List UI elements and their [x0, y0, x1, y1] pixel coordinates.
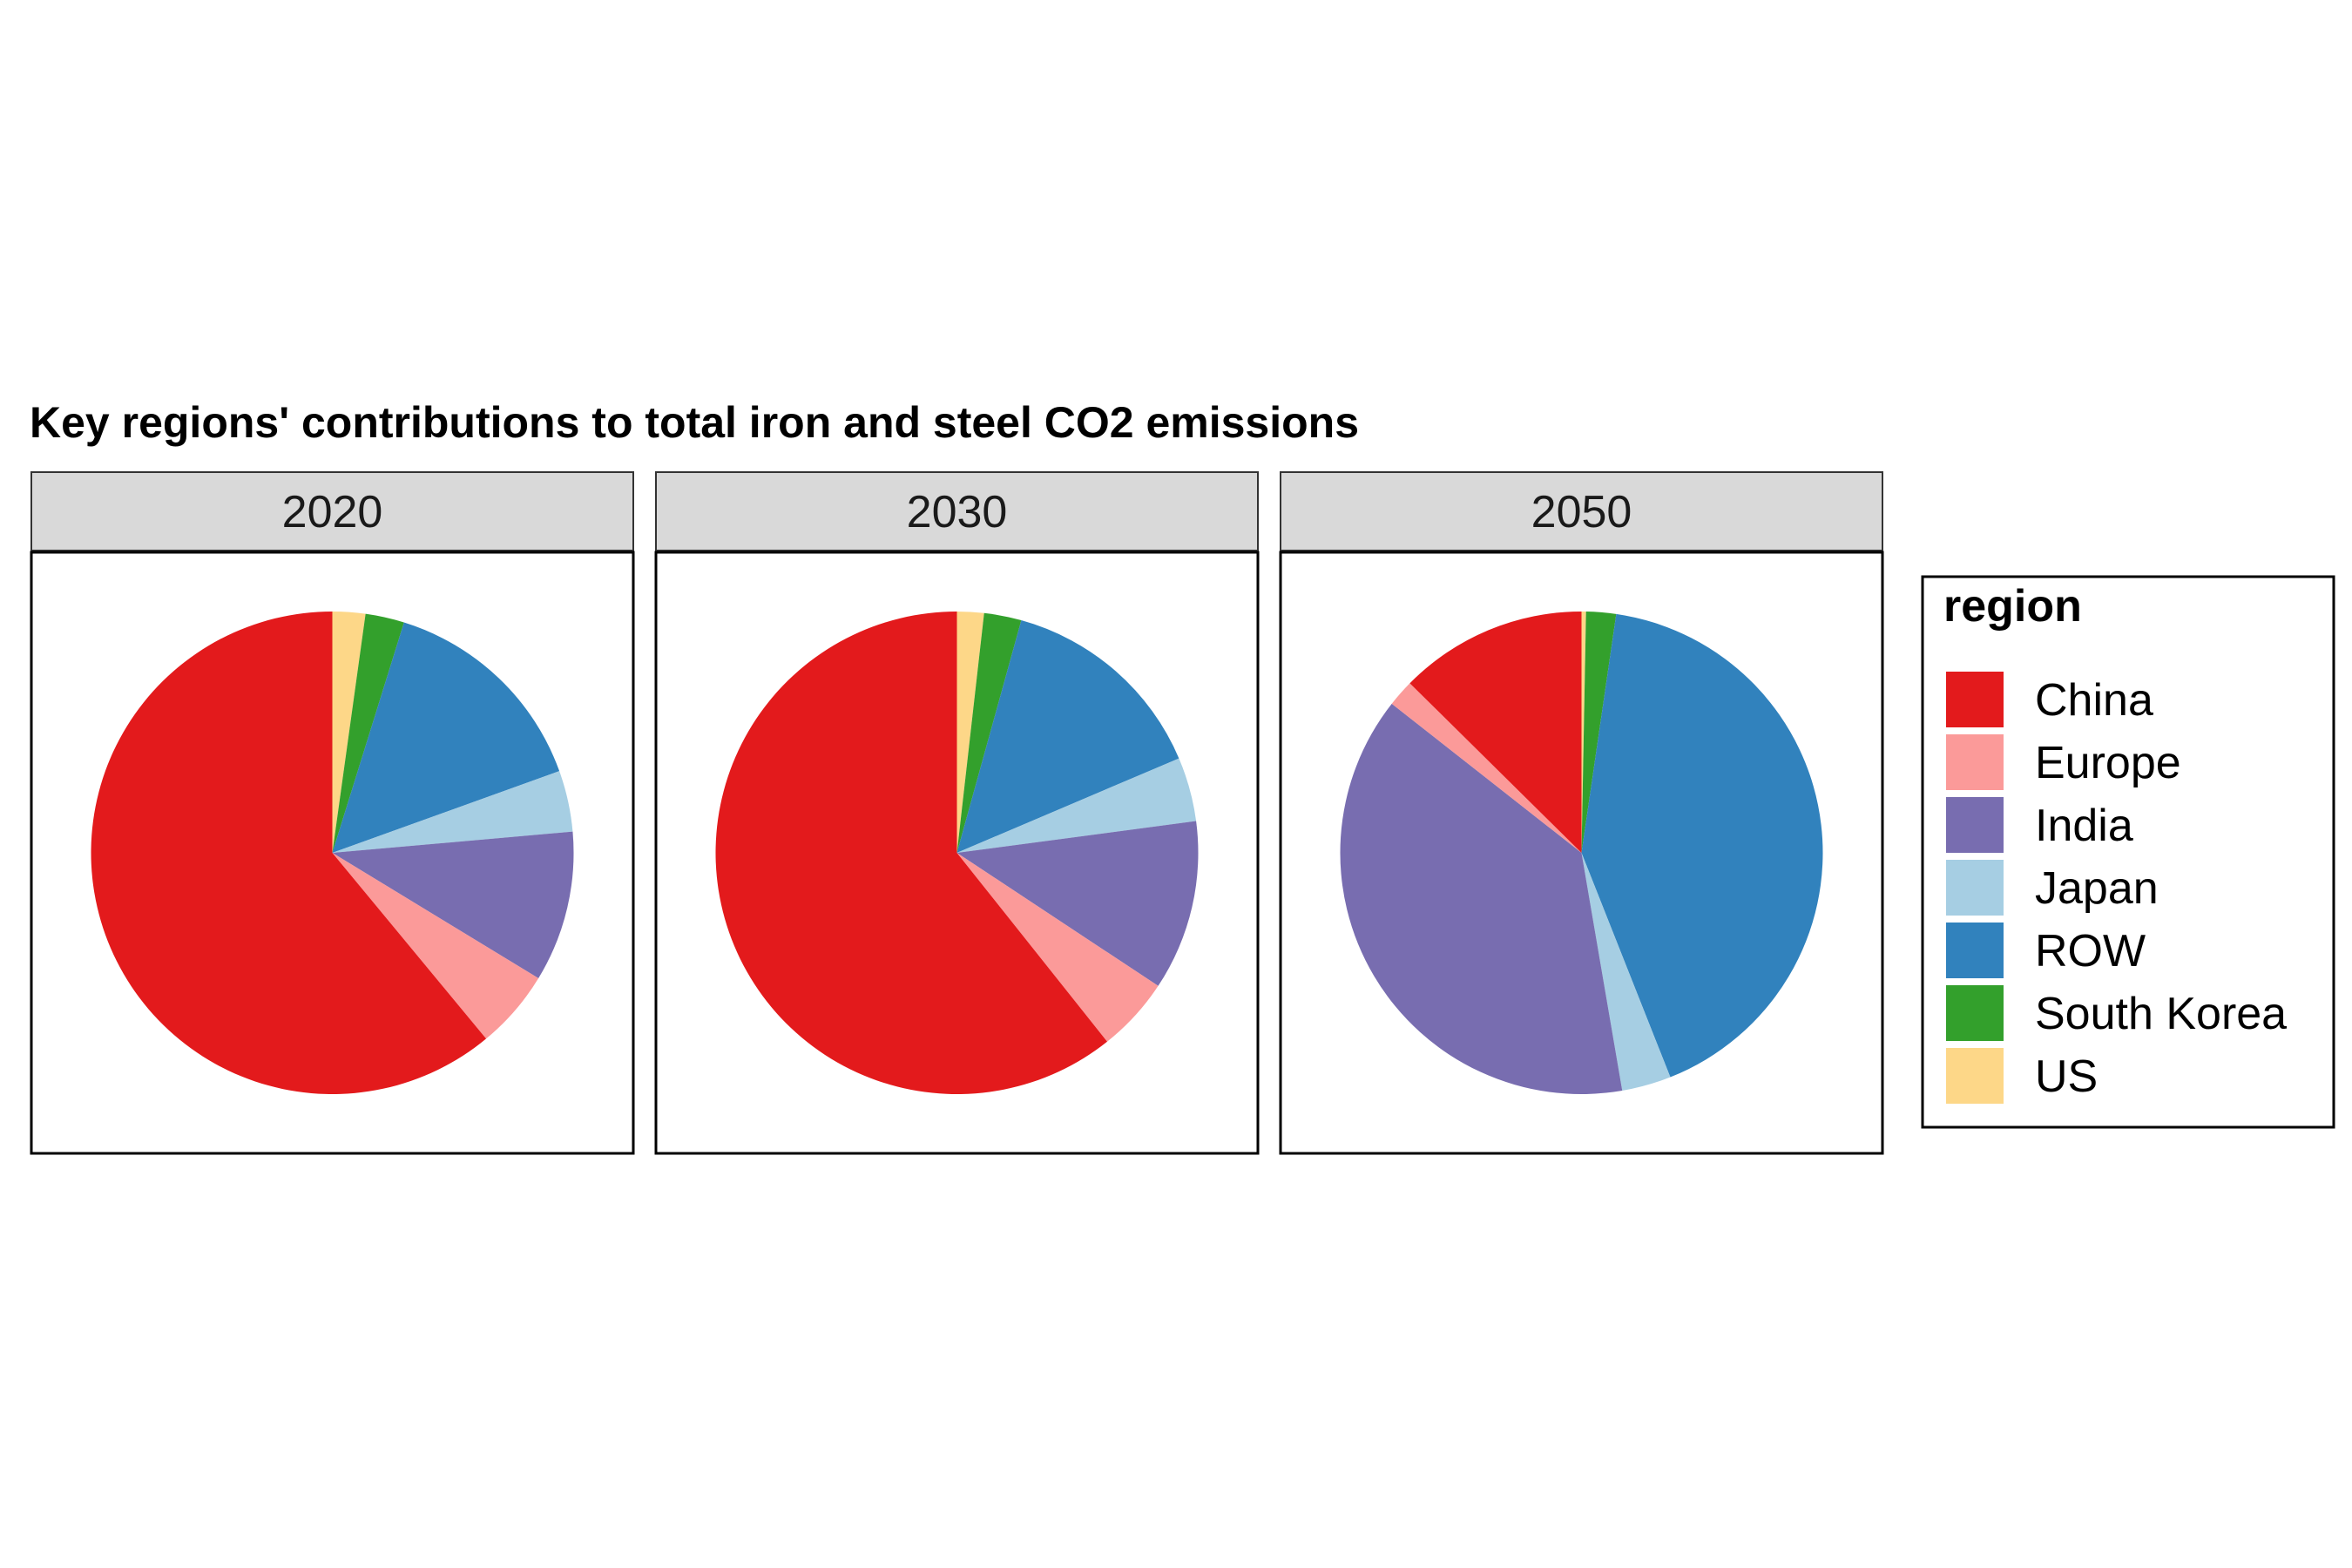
pie-slice-europe-2050 [1391, 683, 1582, 853]
legend-key-japan [1944, 858, 2005, 917]
legend: region China Europe India Japan ROW South Kor… [1921, 575, 2335, 1129]
facet-2020: 2020 [30, 471, 635, 1155]
legend-label-row: ROW [2035, 926, 2146, 977]
legend-item-india: India [1944, 795, 2133, 855]
legend-key-south-korea [1944, 983, 2005, 1043]
legend-item-us: US [1944, 1046, 2098, 1105]
pie-slice-china-2050 [1409, 612, 1582, 853]
legend-title: region [1943, 581, 2082, 632]
pie-slice-japan-2050 [1581, 853, 1671, 1092]
legend-item-row: ROW [1944, 921, 2146, 980]
pie-slice-china-2020 [91, 612, 487, 1094]
legend-label-us: US [2035, 1051, 2098, 1102]
pie-slice-us-2050 [1581, 612, 1586, 853]
pie-slice-india-2050 [1340, 703, 1623, 1094]
pie-slice-europe-2030 [956, 853, 1159, 1042]
legend-item-europe: Europe [1944, 733, 2181, 792]
pie-slice-japan-2030 [956, 758, 1197, 853]
facet-strip-label: 2020 [282, 487, 383, 537]
legend-item-china: China [1944, 670, 2153, 729]
pie-slice-china-2030 [715, 612, 1108, 1094]
legend-key-europe [1944, 733, 2005, 792]
facet-panels: 2020 2030 2050 [30, 471, 1884, 1155]
legend-item-japan: Japan [1944, 858, 2159, 917]
legend-item-south-korea: South Korea [1944, 983, 2287, 1043]
pie-slice-india-2030 [956, 821, 1199, 986]
pie-slice-south-korea-2050 [1581, 612, 1617, 853]
facet-strip-label: 2050 [1531, 487, 1632, 537]
pie-slice-us-2020 [332, 612, 366, 853]
facet-2050: 2050 [1279, 471, 1884, 1155]
chart-title: Key regions' contributions to total iron… [30, 398, 1359, 447]
facet-strip [655, 471, 1259, 551]
legend-key-india [1944, 795, 2005, 855]
pie-slice-india-2020 [332, 831, 574, 978]
pie-slice-south-korea-2030 [956, 612, 1022, 853]
pie-slice-row-2020 [332, 622, 560, 853]
legend-label-europe: Europe [2035, 738, 2181, 788]
pie-slice-europe-2020 [332, 853, 539, 1039]
pie-slice-japan-2020 [332, 771, 573, 853]
pie-slice-us-2030 [956, 612, 984, 853]
facet-strip [30, 471, 634, 551]
legend-key-us [1944, 1046, 2005, 1105]
legend-key-row [1944, 921, 2005, 980]
pie-slice-south-korea-2020 [332, 613, 404, 853]
facet-2030: 2030 [654, 471, 1260, 1155]
legend-label-japan: Japan [2035, 863, 2159, 914]
legend-items: China Europe India Japan ROW South Korea US [1944, 670, 2287, 1105]
facet-strip-label: 2030 [907, 487, 1008, 537]
legend-label-china: China [2035, 675, 2153, 726]
legend-label-south-korea: South Korea [2035, 989, 2287, 1039]
legend-label-india: India [2035, 801, 2133, 851]
pie-slice-row-2050 [1581, 613, 1823, 1078]
legend-key-china [1944, 670, 2005, 729]
facet-strip [1280, 471, 1883, 551]
pie-slice-row-2030 [956, 620, 1179, 853]
